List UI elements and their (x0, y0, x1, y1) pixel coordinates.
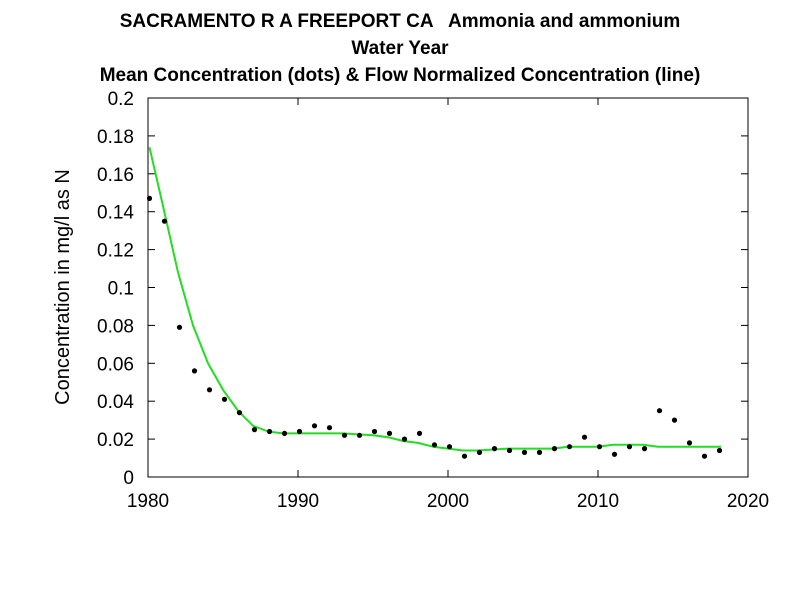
mean-concentration-point (551, 446, 558, 452)
x-tick-label: 1980 (127, 491, 169, 512)
y-tick-label: 0.2 (108, 89, 134, 110)
y-tick-label: 0.08 (97, 316, 134, 337)
mean-concentration-point (266, 428, 273, 435)
mean-concentration-point (401, 436, 408, 442)
y-tick-label: 0.14 (97, 203, 134, 224)
mean-concentration-point (506, 447, 513, 454)
flow-normalized-line-layer (148, 147, 721, 452)
mean-concentration-point (236, 410, 243, 416)
y-tick-label: 0.04 (97, 392, 134, 413)
mean-concentration-point (221, 396, 228, 402)
chart-title-line-1: SACRAMENTO R A FREEPORT CA Ammonia and a… (0, 11, 800, 33)
x-tick-labels: 1980 1990 2000 2010 2020 (127, 491, 769, 512)
y-tick-label: 0.18 (97, 127, 134, 148)
chart-title-parameter: Ammonia and ammonium (448, 11, 681, 32)
mean-concentration-point (251, 427, 258, 433)
x-tick-label: 2010 (577, 491, 619, 512)
x-tick-label: 1990 (277, 491, 319, 512)
mean-concentration-point (671, 417, 678, 423)
mean-concentration-point (461, 453, 468, 459)
mean-concentration-points-layer (146, 195, 723, 459)
mean-concentration-point (596, 444, 603, 450)
mean-concentration-point (281, 430, 288, 436)
mean-concentration-point (611, 451, 618, 457)
mean-concentration-point (716, 447, 723, 454)
x-tick-label: 2000 (427, 491, 469, 512)
flow-normalized-concentration-line (148, 147, 721, 452)
y-tick-label: 0.02 (97, 430, 134, 451)
mean-concentration-point (701, 453, 708, 459)
chart-title-line-3: Mean Concentration (dots) & Flow Normali… (99, 65, 701, 86)
plot-frame (147, 97, 749, 478)
mean-concentration-point (566, 444, 573, 450)
mean-concentration-point (191, 368, 198, 374)
mean-concentration-point (206, 387, 213, 393)
mean-concentration-point (626, 444, 633, 450)
mean-concentration-point (371, 428, 378, 435)
mean-concentration-point (176, 324, 183, 330)
mean-concentration-point (641, 446, 648, 452)
y-tick-label: 0 (123, 468, 134, 489)
mean-concentration-point (446, 444, 453, 450)
mean-concentration-point (296, 428, 303, 435)
y-tick-labels: 0 0.02 0.04 0.06 0.08 0.1 0.12 0.14 0.16 0.18 0.2 (97, 89, 134, 489)
y-tick-label: 0.1 (108, 279, 134, 300)
mean-concentration-point (686, 440, 693, 446)
mean-concentration-point (356, 432, 363, 438)
chart-title-site: SACRAMENTO R A FREEPORT CA (119, 11, 433, 32)
mean-concentration-point (491, 446, 498, 452)
mean-concentration-point (431, 442, 438, 448)
mean-concentration-point (341, 432, 348, 438)
mean-concentration-point (326, 425, 333, 431)
mean-concentration-point (476, 449, 483, 455)
mean-concentration-point (311, 423, 318, 429)
mean-concentration-point (161, 218, 168, 224)
y-tick-label: 0.12 (97, 241, 134, 262)
mean-concentration-point (416, 430, 423, 436)
mean-concentration-point (386, 430, 393, 436)
y-tick-label: 0.06 (97, 354, 134, 375)
x-tick-label: 2020 (727, 491, 769, 512)
mean-concentration-point (536, 449, 543, 455)
mean-concentration-point (581, 434, 588, 440)
y-tick-label: 0.16 (97, 165, 134, 186)
mean-concentration-point (146, 195, 153, 201)
chart-title-line-2: Water Year (351, 38, 449, 59)
mean-concentration-point (656, 408, 663, 414)
y-axis-label: Concentration in mg/l as N (52, 169, 74, 405)
mean-concentration-point (521, 449, 528, 455)
axis-ticks (147, 97, 749, 478)
